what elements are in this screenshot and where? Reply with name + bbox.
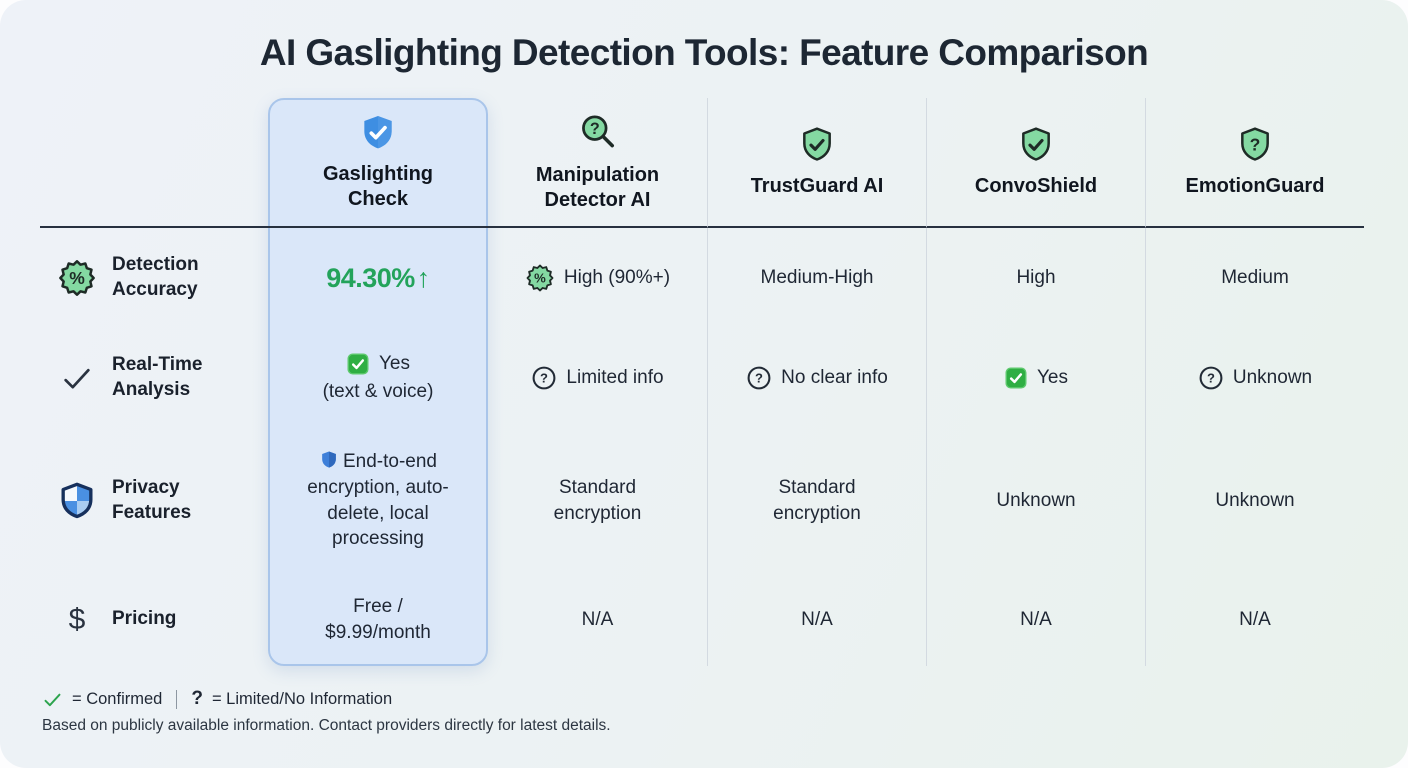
dollar-icon: $	[68, 602, 86, 636]
cell-text: N/A	[1020, 608, 1052, 630]
blue-quadrant-shield-icon	[57, 481, 97, 521]
blue-shield-small-icon	[319, 450, 339, 470]
cell-pricing-gaslighting-check: Free / $9.99/month	[268, 573, 488, 666]
feature-label-privacy-features: Privacy Features	[40, 428, 268, 573]
cell-privacy-manipulation-detector: Standard encryption	[488, 428, 707, 573]
cell-pricing-emotionguard: N/A	[1145, 573, 1364, 666]
cell-text: Standard encryption	[773, 476, 861, 524]
cell-text: N/A	[581, 608, 614, 630]
cell-text: Unknown	[1232, 367, 1313, 389]
cell-realtime-convoshield: Yes	[926, 328, 1145, 428]
cell-text: Unknown	[996, 489, 1076, 511]
page-title: AI Gaslighting Detection Tools: Feature …	[259, 32, 1149, 73]
cell-accuracy-emotionguard: Medium	[1145, 228, 1364, 328]
cell-privacy-convoshield: Unknown	[926, 428, 1145, 573]
cell-pricing-convoshield: N/A	[926, 573, 1145, 666]
green-check-legend-icon	[42, 689, 63, 710]
green-shield-check-icon	[797, 125, 837, 165]
accuracy-value: 94.30%	[326, 262, 415, 293]
feature-label-real-time-analysis: Real-Time Analysis	[40, 328, 268, 428]
feature-label-detection-accuracy: Detection Accuracy	[40, 228, 268, 328]
cell-text: High (90%+)	[563, 267, 671, 289]
column-header-gaslighting-check: Gaslighting Check	[268, 98, 488, 228]
cell-text: No clear info	[781, 367, 888, 389]
cell-text: End-to-end encryption, auto-delete, loca…	[307, 451, 449, 550]
feature-label: Privacy Features	[112, 476, 192, 523]
cell-text: Limited info	[566, 367, 664, 389]
legend: = Confirmed ? = Limited/No Information	[42, 688, 1408, 710]
cell-realtime-emotionguard: Unknown	[1145, 328, 1364, 428]
cell-text: Medium	[1221, 267, 1289, 289]
question-circle-icon	[1198, 365, 1224, 391]
cell-privacy-gaslighting-check: End-to-end encryption, auto-delete, loca…	[268, 428, 488, 573]
percent-badge-icon	[525, 263, 555, 293]
trend-up-arrow-icon: ↑	[416, 262, 431, 293]
feature-label: Detection Accuracy	[112, 254, 199, 300]
column-label: Gaslighting Check	[323, 162, 433, 210]
cell-accuracy-convoshield: High	[926, 228, 1145, 328]
green-checkbox-icon	[1004, 366, 1028, 390]
cell-text: Standard encryption	[553, 476, 642, 524]
column-header-manipulation-detector: Manipulation Detector AI	[488, 98, 707, 228]
cell-pricing-manipulation-detector: N/A	[488, 573, 707, 666]
percent-badge-icon	[57, 258, 97, 298]
cell-accuracy-gaslighting-check: 94.30% ↑	[268, 228, 488, 328]
corner-cell	[40, 98, 268, 228]
green-magnifier-question-icon	[577, 112, 619, 154]
cell-privacy-trustguard: Standard encryption	[707, 428, 926, 573]
column-label: ConvoShield	[974, 175, 1098, 197]
question-legend-icon: ?	[191, 688, 203, 709]
blue-shield-check-icon	[358, 113, 398, 153]
cell-text: Yes	[1037, 367, 1068, 389]
cell-realtime-trustguard: No clear info	[707, 328, 926, 428]
column-label: EmotionGuard	[1185, 175, 1325, 197]
cell-text: High	[1016, 267, 1056, 289]
legend-confirmed-label: = Confirmed	[72, 689, 163, 708]
cell-text: Yes	[379, 353, 410, 375]
legend-limited-label: = Limited/No Information	[211, 689, 393, 708]
cell-realtime-gaslighting-check: Yes (text & voice)	[268, 328, 488, 428]
column-header-convoshield: ConvoShield	[926, 98, 1145, 228]
cell-privacy-emotionguard: Unknown	[1145, 428, 1364, 573]
disclaimer-note: Based on publicly available information.…	[42, 717, 611, 734]
cell-text: N/A	[1239, 608, 1271, 630]
question-circle-icon	[746, 365, 772, 391]
cell-text: N/A	[801, 608, 833, 630]
cell-text: Medium-High	[760, 267, 874, 289]
cell-accuracy-trustguard: Medium-High	[707, 228, 926, 328]
feature-label: Pricing	[112, 608, 177, 630]
checkmark-icon	[60, 361, 94, 395]
feature-label-pricing: $ Pricing	[40, 573, 268, 666]
comparison-table: Gaslighting Check Manipulation Detector …	[40, 98, 1364, 666]
green-shield-question-icon	[1235, 125, 1275, 165]
legend-divider	[176, 689, 178, 709]
green-shield-check-icon	[1016, 125, 1056, 165]
cell-text: Unknown	[1215, 489, 1295, 511]
cell-realtime-manipulation-detector: Limited info	[488, 328, 707, 428]
cell-subtext: (text & voice)	[322, 381, 434, 402]
green-checkbox-icon	[346, 352, 370, 376]
highlighted-column-card	[268, 98, 488, 666]
cell-accuracy-manipulation-detector: High (90%+)	[488, 228, 707, 328]
column-label: Manipulation Detector AI	[535, 163, 660, 211]
feature-label: Real-Time Analysis	[112, 354, 203, 400]
question-circle-icon	[531, 365, 557, 391]
column-label: TrustGuard AI	[750, 175, 884, 197]
column-header-emotionguard: EmotionGuard	[1145, 98, 1364, 228]
cell-pricing-trustguard: N/A	[707, 573, 926, 666]
column-header-trustguard: TrustGuard AI	[707, 98, 926, 228]
cell-text: Free / $9.99/month	[325, 595, 431, 643]
